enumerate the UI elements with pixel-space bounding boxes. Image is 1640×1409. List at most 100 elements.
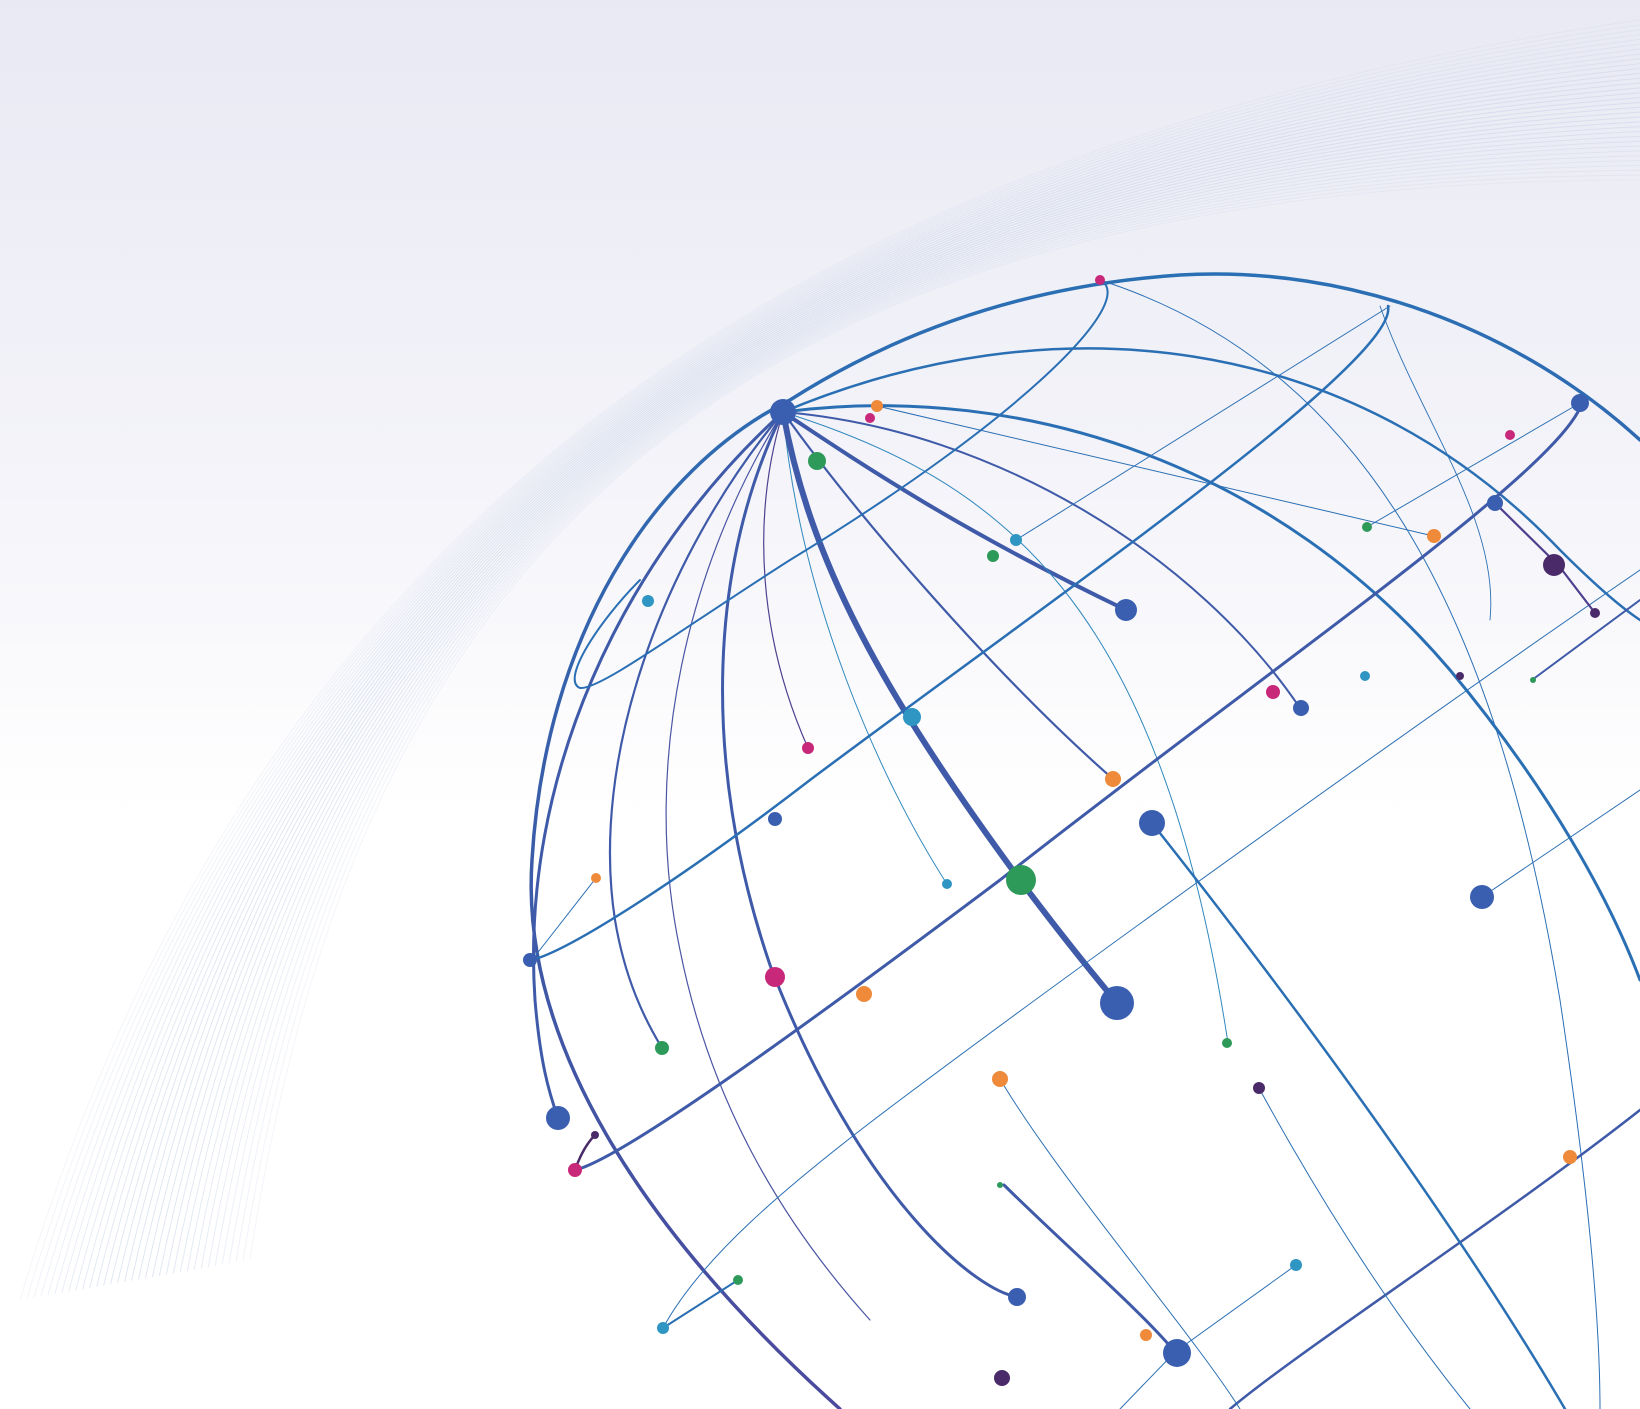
network-node bbox=[992, 1071, 1008, 1087]
connector-line bbox=[1002, 1183, 1177, 1354]
network-node bbox=[871, 400, 883, 412]
network-node bbox=[942, 879, 952, 889]
network-node bbox=[523, 953, 537, 967]
network-node bbox=[1362, 522, 1372, 532]
connector-line bbox=[876, 405, 1430, 536]
swoosh-line bbox=[179, 131, 1640, 1273]
connector-line bbox=[531, 877, 597, 961]
swoosh-line bbox=[137, 101, 1640, 1280]
parallel-line bbox=[573, 279, 1109, 690]
network-nodes bbox=[523, 275, 1600, 1386]
network-node bbox=[1293, 700, 1309, 716]
network-node bbox=[1163, 1339, 1191, 1367]
meridian-line bbox=[780, 409, 1120, 1006]
swoosh-line bbox=[158, 116, 1640, 1276]
network-node bbox=[591, 873, 601, 883]
meridian-line bbox=[1099, 279, 1601, 1409]
swoosh-line bbox=[68, 53, 1640, 1292]
network-node bbox=[1456, 672, 1464, 680]
network-node bbox=[1487, 495, 1503, 511]
swoosh-line bbox=[249, 179, 1640, 1261]
swoosh-line bbox=[26, 24, 1640, 1299]
swoosh-line bbox=[96, 72, 1640, 1287]
swoosh-line bbox=[103, 77, 1640, 1286]
network-node bbox=[1571, 394, 1589, 412]
meridian-line bbox=[782, 411, 1301, 709]
connector-line bbox=[662, 1279, 739, 1329]
network-node bbox=[987, 550, 999, 562]
connector-line bbox=[1366, 402, 1581, 528]
connector-line bbox=[1258, 1087, 1471, 1409]
parallel-line bbox=[573, 401, 1584, 1172]
network-node bbox=[865, 413, 875, 423]
swoosh-line bbox=[33, 29, 1640, 1298]
network-node bbox=[903, 708, 921, 726]
meridian-line bbox=[721, 410, 1022, 1299]
parallel-line bbox=[662, 569, 1640, 1329]
network-node bbox=[1222, 1038, 1232, 1048]
network-node bbox=[1105, 771, 1121, 787]
swoosh-line bbox=[235, 169, 1640, 1263]
network-node bbox=[802, 742, 814, 754]
swoosh-line bbox=[54, 43, 1640, 1295]
connector-line bbox=[999, 1078, 1241, 1409]
background-swoosh-lines bbox=[19, 19, 1640, 1301]
swoosh-line bbox=[207, 150, 1640, 1268]
network-node bbox=[768, 812, 782, 826]
swoosh-line bbox=[221, 160, 1640, 1265]
swoosh-line bbox=[40, 34, 1640, 1297]
swoosh-line bbox=[186, 135, 1640, 1272]
network-node bbox=[1006, 865, 1036, 895]
network-node bbox=[1139, 810, 1165, 836]
swoosh-line bbox=[61, 48, 1640, 1293]
network-node bbox=[808, 452, 826, 470]
network-node bbox=[655, 1041, 669, 1055]
meridian-line bbox=[1379, 305, 1492, 621]
globe-meridians bbox=[529, 272, 1640, 1409]
network-node bbox=[1530, 677, 1536, 683]
swoosh-line bbox=[144, 106, 1640, 1279]
network-node bbox=[994, 1370, 1010, 1386]
swoosh-line bbox=[214, 155, 1640, 1267]
swoosh-line bbox=[82, 63, 1640, 1290]
swoosh-line bbox=[110, 82, 1640, 1285]
meridian-line bbox=[763, 411, 809, 749]
connector-line bbox=[1015, 305, 1391, 541]
network-node bbox=[1100, 986, 1134, 1020]
swoosh-line bbox=[124, 92, 1640, 1282]
connector-line bbox=[1493, 501, 1597, 615]
meridian-line bbox=[782, 411, 1229, 1044]
network-node bbox=[1360, 671, 1370, 681]
swoosh-line bbox=[193, 140, 1640, 1270]
swoosh-line bbox=[172, 126, 1640, 1274]
meridian-line bbox=[608, 410, 785, 1050]
network-node bbox=[591, 1131, 599, 1139]
swoosh-line bbox=[47, 38, 1640, 1296]
network-node bbox=[642, 595, 654, 607]
swoosh-line bbox=[228, 164, 1640, 1264]
network-node bbox=[765, 967, 785, 987]
swoosh-line bbox=[165, 121, 1640, 1275]
swoosh-line bbox=[131, 97, 1640, 1281]
meridian-line bbox=[781, 404, 1640, 982]
meridian-line bbox=[532, 410, 785, 1120]
network-node bbox=[733, 1275, 743, 1285]
swoosh-line bbox=[89, 67, 1640, 1289]
network-node bbox=[1470, 885, 1494, 909]
connector-line bbox=[1481, 789, 1640, 898]
network-node bbox=[1008, 1288, 1026, 1306]
swoosh-line bbox=[200, 145, 1640, 1269]
network-node bbox=[568, 1163, 582, 1177]
network-node bbox=[856, 986, 872, 1002]
network-node bbox=[546, 1106, 570, 1130]
network-node bbox=[1505, 430, 1515, 440]
network-node bbox=[1543, 554, 1565, 576]
network-node bbox=[1115, 599, 1137, 621]
parallel-line bbox=[1228, 1108, 1640, 1409]
network-node bbox=[1010, 534, 1022, 546]
meridian-line bbox=[782, 411, 948, 885]
network-node bbox=[1253, 1082, 1265, 1094]
swoosh-line bbox=[19, 19, 1640, 1301]
